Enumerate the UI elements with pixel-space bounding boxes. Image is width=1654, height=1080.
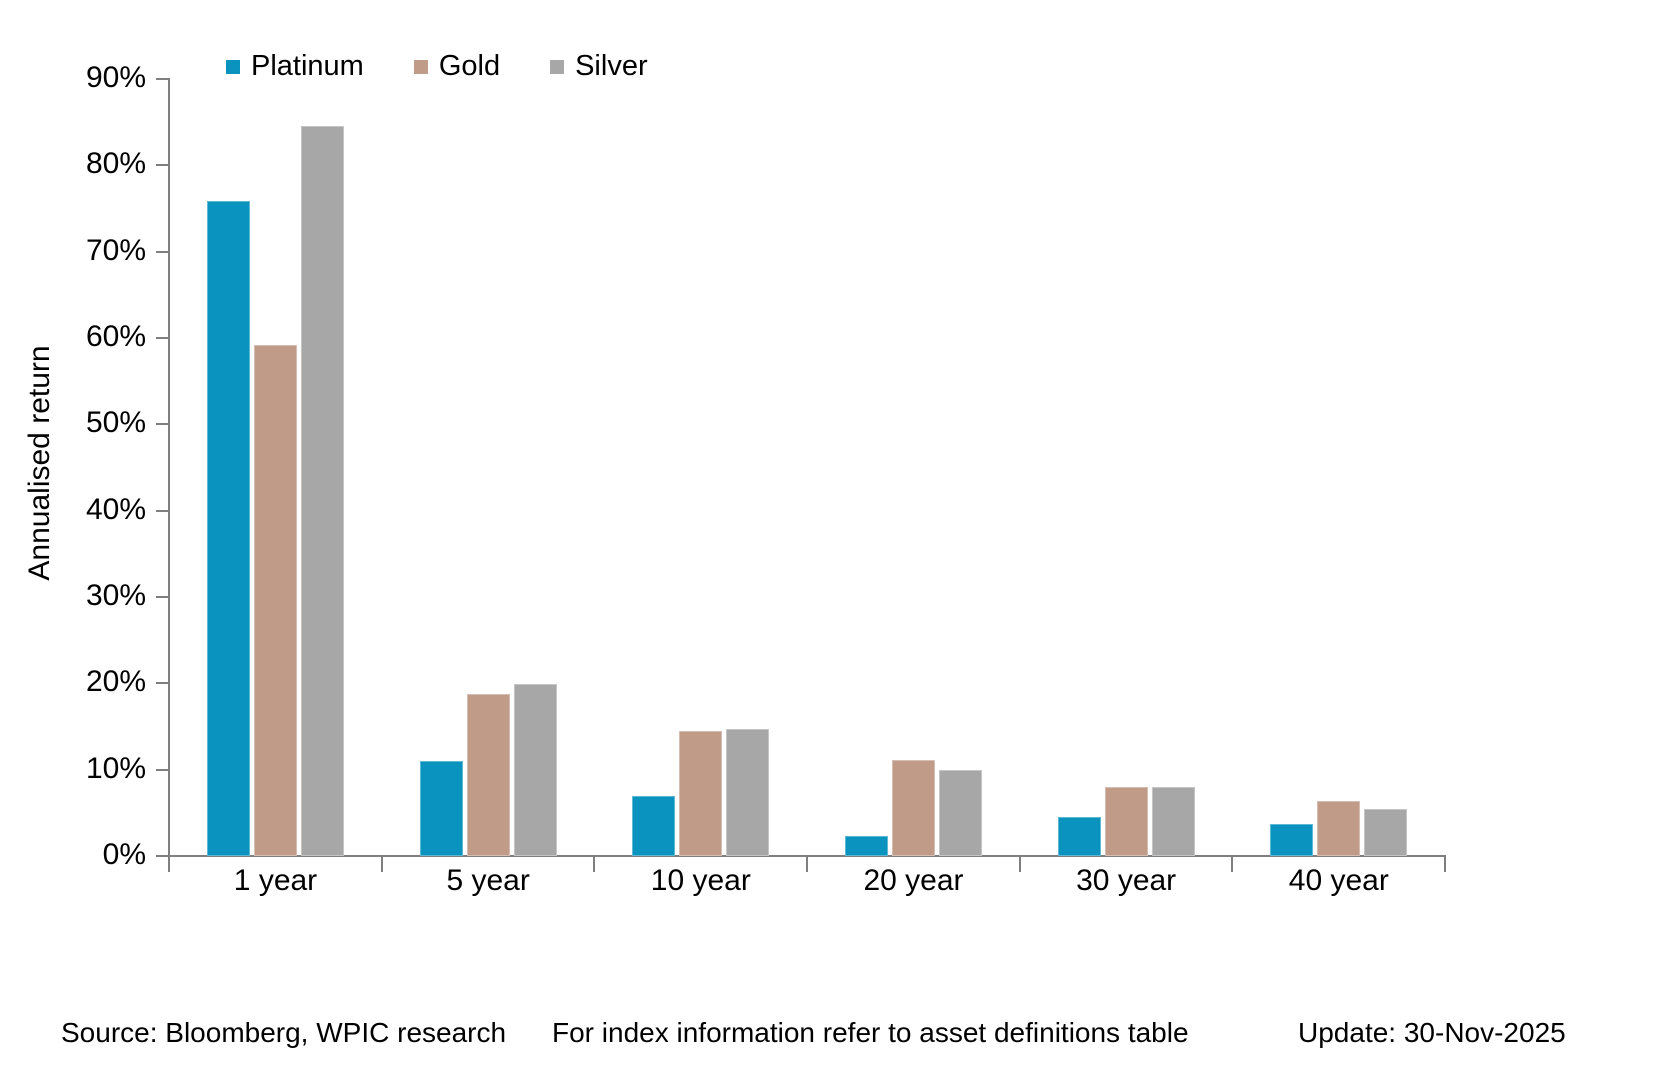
y-axis-tick-label: 70%	[85, 233, 146, 267]
bar-platinum-40-year	[1270, 824, 1314, 856]
bar-platinum-20-year	[844, 836, 888, 856]
bar-platinum-1-year	[206, 200, 250, 856]
y-axis-tick	[156, 423, 168, 426]
y-axis-tick	[156, 509, 168, 512]
x-category-label-20-year: 20 year	[863, 864, 964, 897]
legend-item-silver: Silver	[550, 50, 648, 83]
x-axis-tick	[1444, 856, 1446, 872]
legend-label-silver: Silver	[575, 50, 648, 82]
bar-gold-20-year	[891, 760, 935, 856]
x-axis-tick	[1018, 856, 1021, 872]
x-category-label-5-year: 5 year	[446, 864, 530, 897]
update-date: Update: 30-Nov-2025	[1298, 1017, 1566, 1048]
y-axis-tick-label: 80%	[85, 147, 146, 181]
bar-gold-5-year	[466, 693, 510, 856]
y-axis-tick-label: 60%	[85, 320, 146, 353]
y-axis-tick-label: 20%	[85, 665, 146, 699]
bar-platinum-30-year	[1057, 817, 1101, 856]
source-note: Source: Bloomberg, WPIC research	[61, 1017, 507, 1048]
y-axis-tick-label: 90%	[85, 61, 146, 94]
x-category-label-30-year: 30 year	[1076, 864, 1177, 897]
y-axis-tick	[156, 768, 168, 771]
x-category-label-10-year: 10 year	[650, 864, 751, 897]
bar-gold-10-year	[679, 730, 723, 856]
legend: Platinum Gold Silver	[226, 50, 648, 83]
legend-label-platinum: Platinum	[251, 50, 364, 82]
bar-silver-20-year	[938, 769, 982, 856]
y-axis-tick	[156, 78, 168, 80]
legend-item-gold: Gold	[413, 50, 501, 83]
x-axis-tick	[593, 856, 596, 872]
legend-swatch-silver	[550, 59, 565, 74]
y-axis-tick	[156, 164, 168, 167]
bar-silver-30-year	[1151, 786, 1195, 856]
bar-platinum-10-year	[632, 795, 676, 856]
y-axis-tick-label: 50%	[85, 406, 146, 440]
y-axis-tick-label: 10%	[85, 751, 146, 785]
y-axis-tick	[156, 596, 168, 598]
index-info-note: For index information refer to asset def…	[552, 1017, 1189, 1048]
y-axis-tick	[156, 250, 168, 253]
y-axis-title: Annualised return	[23, 345, 56, 581]
x-axis-tick	[380, 856, 383, 872]
bar-gold-30-year	[1104, 786, 1148, 856]
bar-silver-1-year	[300, 126, 344, 856]
x-category-label-1-year: 1 year	[233, 864, 318, 897]
legend-swatch-gold	[413, 59, 428, 74]
x-axis-tick	[168, 856, 170, 872]
bar-gold-1-year	[253, 344, 297, 856]
x-axis-tick	[806, 856, 808, 872]
y-axis-tick-label: 30%	[85, 579, 146, 612]
legend-item-platinum: Platinum	[226, 50, 364, 83]
y-axis-tick	[156, 855, 168, 857]
bar-silver-5-year	[513, 684, 557, 856]
y-axis-tick	[156, 337, 168, 339]
y-axis-tick	[156, 682, 168, 685]
y-axis-tick-label: 40%	[85, 492, 146, 526]
bar-gold-40-year	[1317, 800, 1361, 856]
y-axis-line	[168, 78, 170, 857]
y-axis-tick-label: 0%	[102, 838, 146, 871]
legend-swatch-platinum	[226, 59, 240, 74]
legend-label-gold: Gold	[438, 50, 501, 82]
bar-platinum-5-year	[419, 761, 463, 856]
x-category-label-40-year: 40 year	[1288, 864, 1389, 897]
x-axis-tick	[1231, 856, 1234, 872]
bar-silver-40-year	[1364, 809, 1408, 856]
bar-silver-10-year	[726, 729, 770, 856]
